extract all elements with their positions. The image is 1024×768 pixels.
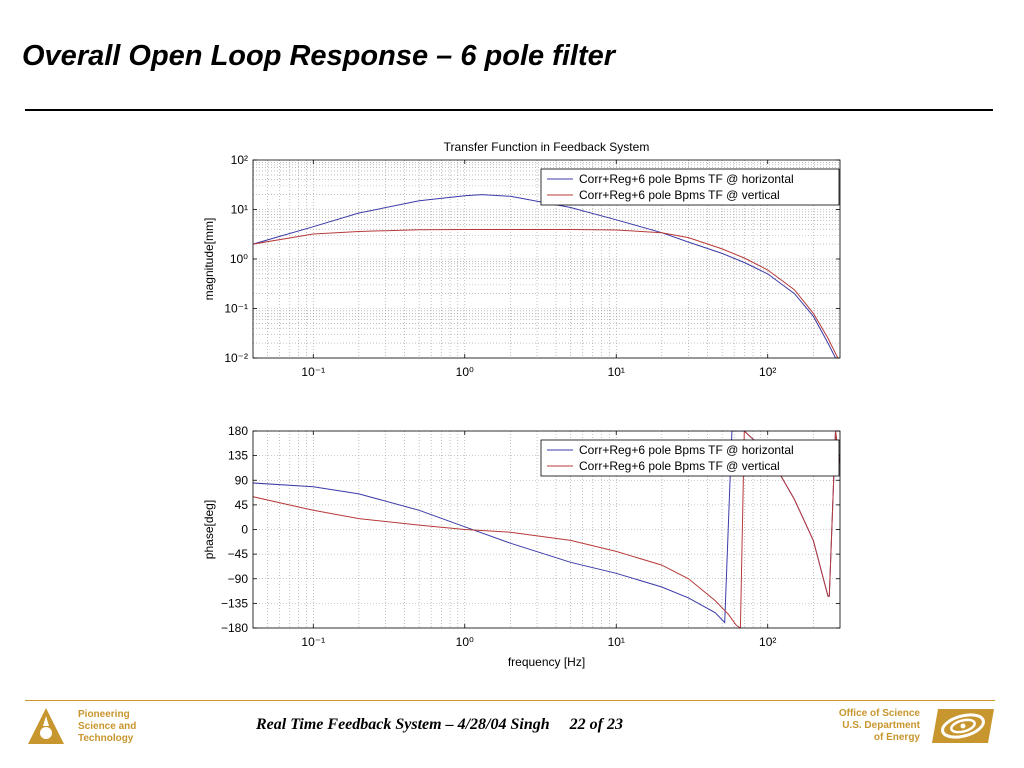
footer-presentation-info: Real Time Feedback System – 4/28/04 Sing…	[256, 716, 550, 733]
x-tick-label: 10²	[759, 635, 776, 649]
pioneering-science-logo-icon	[26, 706, 66, 751]
y-tick-label: −180	[221, 621, 248, 635]
legend-entry: Corr+Reg+6 pole Bpms TF @ vertical	[579, 188, 780, 202]
footer-office: Office of Science U.S. Department of Ene…	[839, 708, 920, 744]
footer-office-line: U.S. Department	[842, 720, 920, 731]
x-tick-label: 10¹	[608, 635, 625, 649]
footer-office-line: Office of Science	[838, 708, 920, 719]
x-tick-label: 10¹	[608, 365, 625, 379]
y-tick-label: −90	[228, 572, 249, 586]
y-tick-label: 10²	[231, 153, 248, 167]
x-tick-label: 10⁻¹	[301, 635, 325, 649]
footer-tagline-line: Science and	[78, 721, 137, 732]
footer-tagline-line: Technology	[78, 733, 134, 744]
legend-entry: Corr+Reg+6 pole Bpms TF @ horizontal	[579, 443, 794, 457]
y-tick-label: 90	[235, 473, 249, 487]
doe-seal-icon	[930, 707, 996, 750]
y-axis-label: phase[deg]	[202, 500, 216, 559]
x-tick-label: 10⁻¹	[301, 365, 325, 379]
y-tick-label: 10⁰	[230, 252, 248, 266]
y-tick-label: 45	[235, 498, 249, 512]
y-tick-label: −135	[221, 596, 248, 610]
y-tick-label: 10⁻²	[224, 351, 248, 365]
footer-tagline-line: Pioneering	[78, 709, 130, 720]
legend: Corr+Reg+6 pole Bpms TF @ horizontal Corr…	[540, 439, 840, 477]
y-tick-label: 0	[241, 523, 248, 537]
series-line-vertical	[253, 431, 840, 628]
footer-divider	[25, 700, 995, 701]
page-number: 22 of 23	[569, 716, 623, 733]
legend: Corr+Reg+6 pole Bpms TF @ horizontal Corr…	[540, 168, 840, 206]
slide-title: Overall Open Loop Response – 6 pole filt…	[22, 40, 616, 72]
footer-office-line: of Energy	[873, 732, 920, 743]
series-line-vertical	[253, 229, 839, 358]
legend-box	[540, 439, 840, 477]
bode-plot-figure: 10⁻¹ 10⁰ 10¹ 10² 10⁻² 10⁻¹ 10⁰ 10¹ 10² Transfer F…	[202, 140, 841, 669]
y-tick-label: 10⁻¹	[224, 302, 248, 316]
y-tick-label: 135	[228, 449, 248, 463]
chart-title: Transfer Function in Feedback System	[444, 140, 650, 154]
y-tick-label: −45	[228, 547, 249, 561]
x-tick-label: 10⁰	[456, 635, 474, 649]
footer-tagline: Pioneering Science and Technology	[78, 709, 136, 745]
magnitude-plot: 10⁻¹ 10⁰ 10¹ 10² 10⁻² 10⁻¹ 10⁰ 10¹ 10² Transfer F…	[202, 140, 841, 379]
x-tick-label: 10⁰	[456, 365, 474, 379]
legend-entry: Corr+Reg+6 pole Bpms TF @ horizontal	[579, 172, 794, 186]
phase-plot: 10⁻¹ 10⁰ 10¹ 10² −180 −135 −90 −45 0 45 90 135 180 fr…	[202, 424, 841, 669]
legend-box	[540, 168, 840, 206]
legend-entry: Corr+Reg+6 pole Bpms TF @ vertical	[579, 459, 780, 473]
y-axis-label: magnitude[mm]	[202, 218, 216, 301]
y-tick-label: 10¹	[231, 203, 248, 217]
x-axis-label: frequency [Hz]	[508, 655, 585, 669]
footer-center: Real Time Feedback System – 4/28/04 Sing…	[256, 716, 623, 734]
title-divider	[25, 109, 993, 111]
series-line-horizontal	[253, 194, 836, 358]
x-tick-label: 10²	[759, 365, 776, 379]
y-tick-label: 180	[228, 424, 248, 438]
